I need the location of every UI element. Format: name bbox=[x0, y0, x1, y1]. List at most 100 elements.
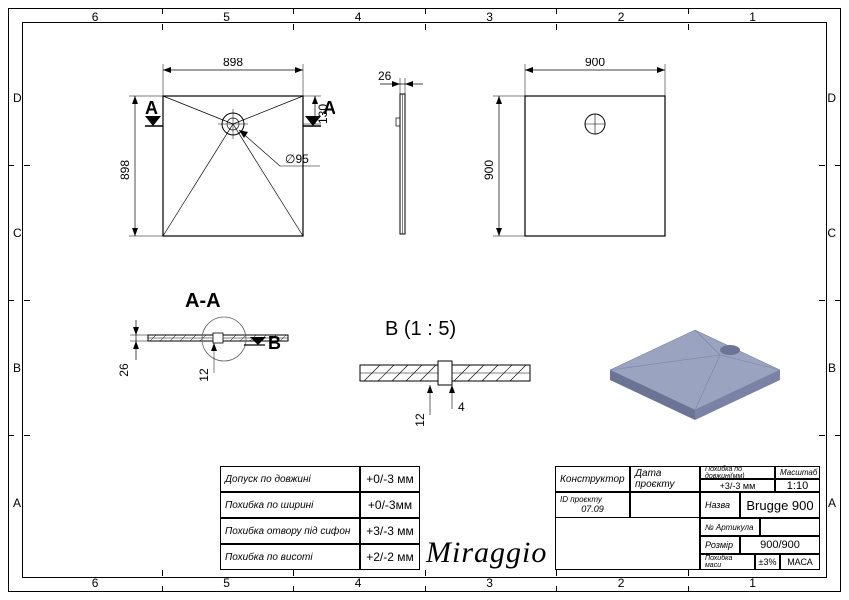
scale: 1:10 bbox=[775, 479, 820, 492]
svg-text:4: 4 bbox=[458, 400, 465, 414]
frame-tick bbox=[556, 24, 557, 30]
col-label: 2 bbox=[618, 10, 625, 24]
tolerance-value: +2/-2 мм bbox=[360, 544, 420, 570]
scale-label: Масштаб bbox=[775, 466, 820, 479]
col-label: 4 bbox=[355, 576, 362, 590]
frame-tick bbox=[688, 570, 689, 576]
frame-tick bbox=[556, 570, 557, 576]
mass-err: ±3% bbox=[755, 554, 780, 570]
isometric-render bbox=[580, 300, 800, 450]
detail-b-label: B (1 : 5) bbox=[385, 318, 456, 341]
col-label: 1 bbox=[749, 576, 756, 590]
frame-tick bbox=[556, 586, 557, 592]
constructor-label: Конструктор bbox=[555, 466, 630, 492]
frame-tick bbox=[819, 300, 825, 301]
frame-tick bbox=[425, 24, 426, 30]
size-label: Розмір bbox=[700, 536, 740, 554]
article-label: № Артикула bbox=[700, 518, 760, 536]
col-label: 6 bbox=[92, 576, 99, 590]
col-label: 3 bbox=[486, 576, 493, 590]
frame-tick bbox=[293, 570, 294, 576]
svg-text:898: 898 bbox=[118, 160, 132, 180]
name-label: Назва bbox=[700, 492, 740, 518]
frame-tick bbox=[24, 435, 30, 436]
col-label: 5 bbox=[223, 10, 230, 24]
row-label: C bbox=[827, 226, 836, 240]
tolerance-label: Похибка по ширині bbox=[220, 492, 360, 518]
svg-text:26: 26 bbox=[117, 363, 131, 377]
project-id-label: ID проєкту 07.09 bbox=[555, 492, 630, 518]
svg-text:12: 12 bbox=[413, 413, 427, 427]
section-aa: B 26 12 bbox=[100, 315, 330, 415]
frame-tick bbox=[293, 24, 294, 30]
err-len-label: Похибка по довжині(мм) bbox=[700, 466, 775, 479]
frame-tick bbox=[162, 586, 163, 592]
svg-text:898: 898 bbox=[223, 58, 243, 69]
size: 900/900 bbox=[740, 536, 820, 554]
brand: Miraggio bbox=[426, 536, 547, 570]
project-id-blank bbox=[630, 492, 700, 518]
detail-b: 12 4 bbox=[340, 345, 560, 435]
frame-tick bbox=[8, 300, 14, 301]
svg-text:∅95: ∅95 bbox=[285, 152, 309, 166]
col-label: 1 bbox=[749, 10, 756, 24]
frame-tick bbox=[425, 8, 426, 14]
col-label: 6 bbox=[92, 10, 99, 24]
tolerance-value: +0/-3мм bbox=[360, 492, 420, 518]
col-label: 3 bbox=[486, 10, 493, 24]
svg-text:12: 12 bbox=[197, 368, 211, 382]
product-name: Brugge 900 bbox=[740, 492, 820, 518]
row-label: C bbox=[13, 226, 22, 240]
frame-tick bbox=[162, 570, 163, 576]
frame-tick bbox=[8, 435, 14, 436]
svg-text:900: 900 bbox=[585, 58, 605, 69]
svg-text:26: 26 bbox=[378, 70, 392, 83]
front-view: 900 900 bbox=[475, 58, 705, 268]
date-label: Дата проєкту bbox=[630, 466, 700, 492]
err-len: +3/-3 мм bbox=[700, 479, 775, 492]
row-label: A bbox=[828, 496, 836, 510]
frame-tick bbox=[8, 165, 14, 166]
tolerance-value: +3/-3 мм bbox=[360, 518, 420, 544]
row-label: B bbox=[13, 361, 21, 375]
frame-tick bbox=[162, 24, 163, 30]
frame-tick bbox=[819, 165, 825, 166]
svg-text:A: A bbox=[323, 98, 335, 118]
tolerance-label: Похибка по висоті bbox=[220, 544, 360, 570]
side-view: 26 bbox=[360, 70, 450, 250]
svg-text:A: A bbox=[145, 98, 158, 118]
frame-tick bbox=[835, 300, 841, 301]
frame-tick bbox=[688, 24, 689, 30]
frame-tick bbox=[688, 586, 689, 592]
plan-view: 898 130 898 A A ∅95 bbox=[105, 58, 335, 278]
svg-text:B: B bbox=[268, 333, 281, 353]
svg-text:900: 900 bbox=[482, 160, 496, 180]
frame-tick bbox=[425, 586, 426, 592]
frame-tick bbox=[293, 8, 294, 14]
frame-tick bbox=[819, 435, 825, 436]
tolerance-value: +0/-3 мм bbox=[360, 466, 420, 492]
title-block: Допуск по довжині+0/-3 ммПохибка по шири… bbox=[220, 466, 819, 570]
frame-tick bbox=[162, 8, 163, 14]
tolerance-label: Допуск по довжині bbox=[220, 466, 360, 492]
col-label: 4 bbox=[355, 10, 362, 24]
row-label: D bbox=[827, 91, 836, 105]
mass-err-label: Похибка маси bbox=[700, 554, 755, 570]
row-label: D bbox=[13, 91, 22, 105]
frame-tick bbox=[556, 8, 557, 14]
frame-tick bbox=[688, 8, 689, 14]
frame-tick bbox=[425, 570, 426, 576]
row-label: A bbox=[13, 496, 21, 510]
frame-tick bbox=[835, 435, 841, 436]
section-aa-label: A-A bbox=[185, 290, 221, 313]
frame-tick bbox=[24, 165, 30, 166]
frame-tick bbox=[293, 586, 294, 592]
frame-tick bbox=[24, 300, 30, 301]
frame-tick bbox=[835, 165, 841, 166]
col-label: 5 bbox=[223, 576, 230, 590]
tolerance-label: Похибка отвору під сифон bbox=[220, 518, 360, 544]
mass-label: МАСА bbox=[780, 554, 820, 570]
row-label: B bbox=[828, 361, 836, 375]
col-label: 2 bbox=[618, 576, 625, 590]
article-blank bbox=[760, 518, 820, 536]
